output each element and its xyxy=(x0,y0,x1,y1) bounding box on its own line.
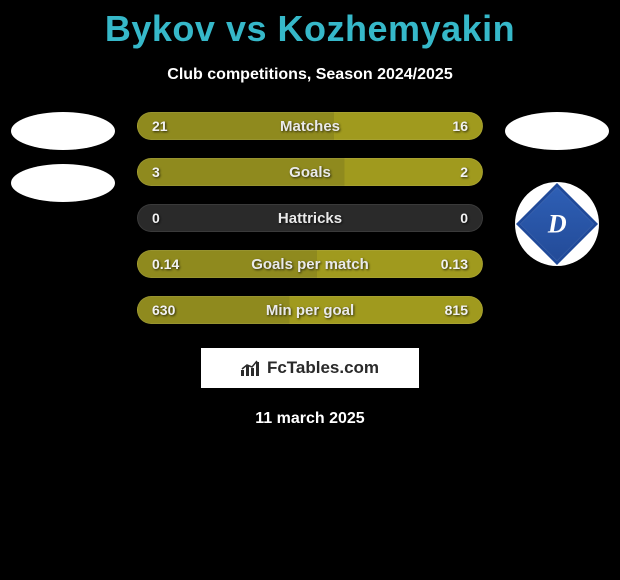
dynamo-letter: D xyxy=(548,209,567,239)
stat-bar: 0.14 Goals per match 0.13 xyxy=(137,250,483,278)
stat-left-value: 21 xyxy=(152,118,168,134)
club-badge-left-1 xyxy=(11,112,115,150)
stat-bar: 3 Goals 2 xyxy=(137,158,483,186)
stat-label: Goals xyxy=(289,164,331,181)
stat-left-value: 630 xyxy=(152,302,175,318)
stat-bar: 630 Min per goal 815 xyxy=(137,296,483,324)
stat-right-value: 0.13 xyxy=(441,256,468,272)
stat-left-value: 0.14 xyxy=(152,256,179,272)
comparison-title: Bykov vs Kozhemyakin xyxy=(0,0,620,50)
right-badges: D xyxy=(502,112,612,266)
stat-bars: 21 Matches 16 3 Goals 2 0 Hattricks 0 0.14 Goals p… xyxy=(137,112,483,324)
club-badge-left-2 xyxy=(11,164,115,202)
stat-right-value: 16 xyxy=(452,118,468,134)
left-badges xyxy=(8,112,118,202)
title-vs: vs xyxy=(226,8,267,49)
stat-bar: 0 Hattricks 0 xyxy=(137,204,483,232)
dynamo-logo-icon: D xyxy=(516,183,598,265)
stat-label: Matches xyxy=(280,118,340,135)
club-badge-right-1 xyxy=(505,112,609,150)
stat-bar: 21 Matches 16 xyxy=(137,112,483,140)
subtitle: Club competitions, Season 2024/2025 xyxy=(0,66,620,84)
brand-box[interactable]: FcTables.com xyxy=(201,348,419,388)
chart-icon xyxy=(241,360,261,376)
stat-label: Min per goal xyxy=(266,302,354,319)
brand-text: FcTables.com xyxy=(267,358,379,378)
stat-left-value: 0 xyxy=(152,210,160,226)
club-badge-right-2: D xyxy=(515,182,599,266)
stat-left-value: 3 xyxy=(152,164,160,180)
date: 11 march 2025 xyxy=(0,410,620,428)
stat-right-value: 0 xyxy=(460,210,468,226)
stat-right-value: 815 xyxy=(445,302,468,318)
player-right-name: Kozhemyakin xyxy=(278,8,516,49)
stat-right-value: 2 xyxy=(460,164,468,180)
content-area: D 21 Matches 16 3 Goals 2 0 Hattricks 0 0.14 Goals… xyxy=(0,112,620,324)
player-left-name: Bykov xyxy=(105,8,216,49)
stat-label: Hattricks xyxy=(278,210,342,227)
stat-label: Goals per match xyxy=(251,256,369,273)
